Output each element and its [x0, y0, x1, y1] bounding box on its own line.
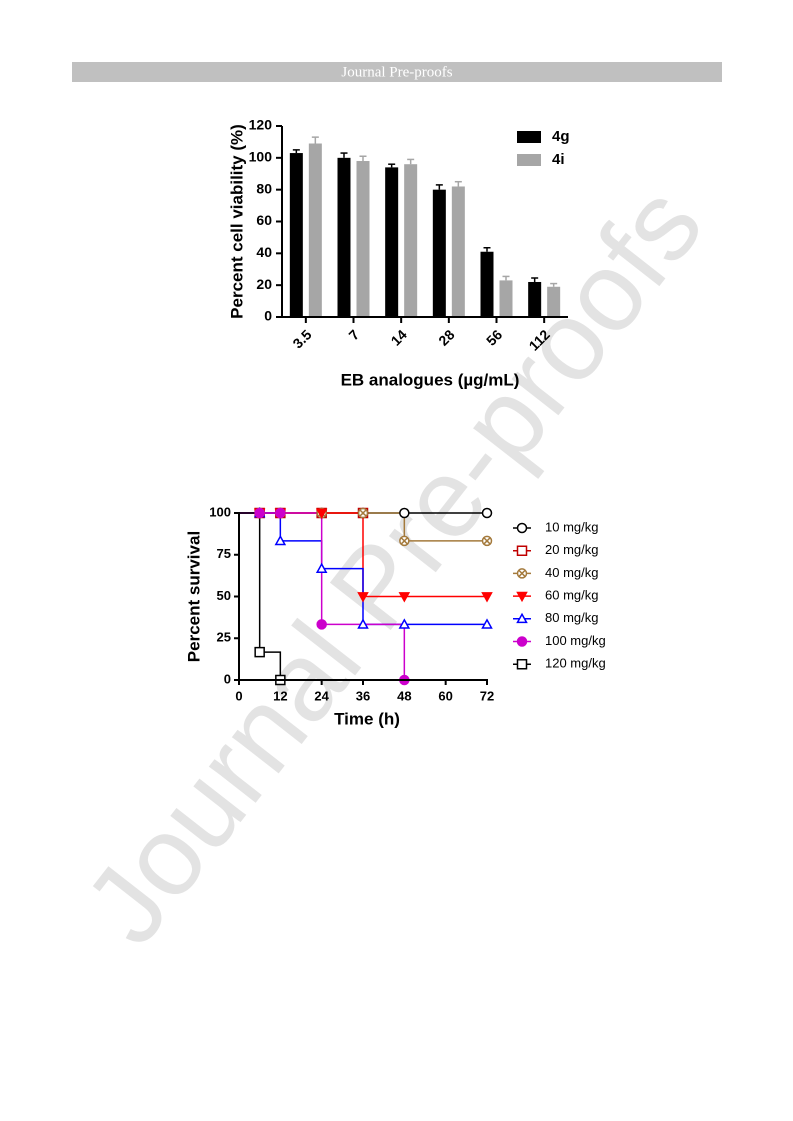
marker	[275, 507, 286, 519]
bar	[289, 153, 303, 317]
marker	[357, 592, 369, 603]
legend-label: 4g	[552, 128, 570, 145]
y-tick-label: 80	[256, 180, 272, 196]
header-title: Journal Pre-proofs	[341, 64, 452, 80]
x-axis-label: Time (h)	[334, 709, 400, 728]
legend-label: 40 mg/kg	[545, 565, 598, 580]
y-tick-label: 100	[249, 149, 273, 165]
legend-marker	[516, 568, 528, 579]
x-tick-label: 60	[438, 688, 452, 703]
y-tick-label: 50	[217, 588, 231, 603]
legend-marker	[516, 636, 528, 647]
x-axis-label: EB analogues (µg/mL)	[341, 370, 520, 389]
marker	[254, 646, 265, 658]
legend-marker	[516, 658, 528, 670]
y-tick-label: 100	[209, 504, 231, 519]
y-tick-label: 60	[256, 212, 272, 228]
marker	[315, 562, 328, 573]
marker	[254, 507, 265, 519]
marker	[315, 508, 328, 520]
y-axis-label: Percent survival	[184, 531, 203, 662]
x-tick-label: 24	[314, 688, 329, 703]
bar	[356, 161, 370, 317]
bar	[308, 143, 322, 317]
legend-marker	[516, 545, 528, 556]
x-tick-label: 28	[435, 326, 457, 348]
y-tick-label: 75	[217, 546, 231, 561]
legend-label: 100 mg/kg	[545, 633, 606, 648]
legend-marker	[516, 591, 528, 603]
legend-swatch	[517, 131, 541, 143]
marker	[481, 592, 493, 603]
header-bar	[72, 62, 722, 82]
y-tick-label: 0	[264, 308, 272, 324]
y-axis-label: Percent cell viability (%)	[227, 124, 246, 319]
marker	[481, 535, 493, 547]
bar	[404, 164, 418, 317]
y-tick-label: 25	[217, 630, 231, 645]
bar	[547, 286, 561, 317]
x-tick-label: 14	[388, 326, 410, 348]
legend-label: 4i	[552, 151, 565, 168]
marker	[316, 619, 327, 630]
x-tick-label: 36	[356, 688, 370, 703]
marker	[399, 535, 410, 547]
x-tick-label: 48	[397, 688, 411, 703]
x-tick-label: 3.5	[289, 326, 314, 351]
legend-label: 20 mg/kg	[545, 542, 598, 557]
bar	[432, 189, 446, 317]
x-tick-label: 72	[480, 688, 494, 703]
legend-label: 80 mg/kg	[545, 610, 598, 625]
legend-label: 120 mg/kg	[545, 656, 606, 671]
y-tick-label: 120	[249, 117, 273, 133]
bar	[385, 167, 399, 317]
legend-swatch	[517, 154, 541, 166]
x-tick-label: 12	[273, 688, 287, 703]
marker	[274, 534, 287, 546]
marker	[481, 507, 493, 519]
legend-label: 60 mg/kg	[545, 588, 598, 603]
bar	[528, 281, 542, 317]
bar	[451, 186, 465, 317]
y-tick-label: 20	[256, 276, 272, 292]
bar	[337, 157, 351, 317]
legend-marker	[516, 612, 528, 624]
bar	[499, 280, 513, 317]
marker	[398, 618, 411, 629]
bar	[480, 251, 494, 317]
legend-label: 10 mg/kg	[545, 519, 598, 534]
marker	[481, 618, 493, 629]
y-tick-label: 40	[256, 244, 272, 260]
x-tick-label: 7	[345, 326, 362, 343]
x-tick-label: 0	[235, 688, 242, 703]
marker	[357, 618, 369, 629]
legend-marker	[516, 522, 528, 534]
y-tick-label: 0	[224, 671, 231, 686]
marker	[398, 592, 411, 603]
marker	[357, 507, 369, 519]
marker	[399, 507, 410, 519]
